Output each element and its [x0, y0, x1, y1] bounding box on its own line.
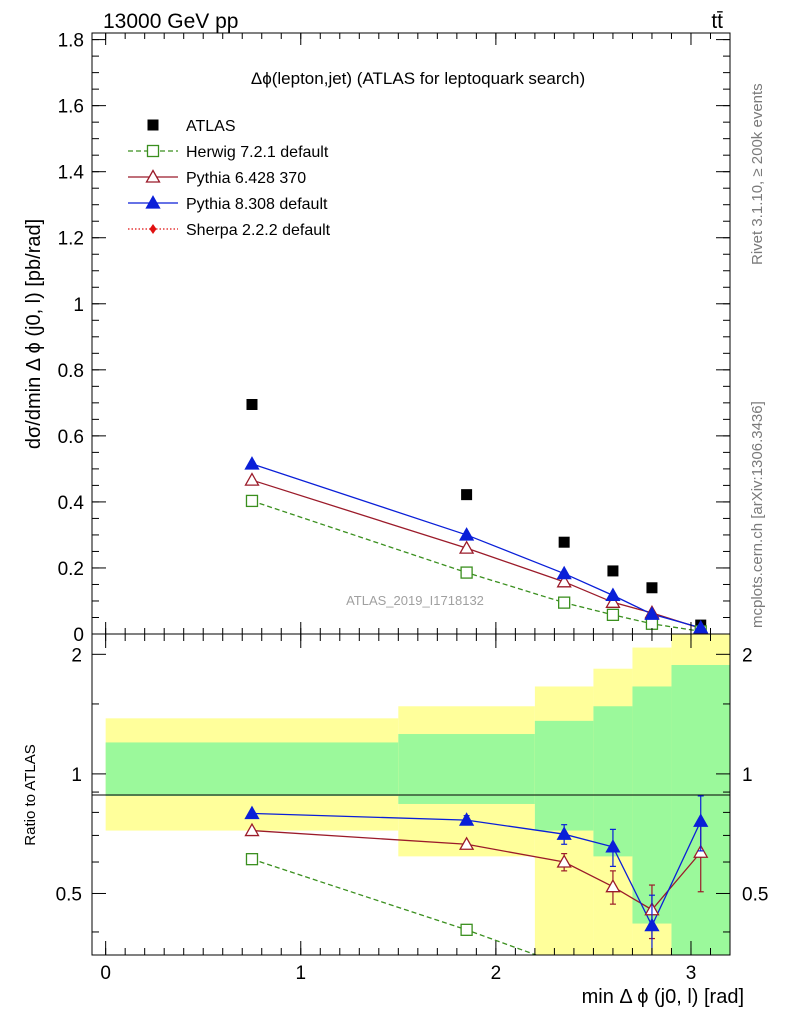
main-y-tick-label: 0.6 — [58, 427, 84, 448]
pythia6-point — [458, 540, 475, 554]
pythia8-point — [693, 619, 709, 634]
main-y-tick-label: 0.8 — [58, 361, 84, 382]
ratio-pythia8-point — [244, 805, 260, 820]
ratio-y-tick-label-right: 2 — [742, 645, 753, 666]
ratio-herwig-line — [251, 858, 539, 955]
legend-herwig-label: Herwig 7.2.1 default — [186, 144, 329, 161]
herwig-point — [460, 566, 473, 579]
pythia8-line — [251, 463, 701, 629]
main-series-markers — [244, 398, 709, 638]
ratio-pythia6-line — [251, 829, 702, 911]
pythia6-point — [244, 472, 260, 486]
x-tick-label: 0 — [100, 963, 111, 984]
atlas-point — [461, 489, 473, 501]
main-y-tick-label: 1.8 — [58, 31, 84, 52]
ratio-axes: 0.5 0.5 1 1 2 2 0 1 2 3 — [56, 634, 768, 984]
legend-pythia8-marker — [145, 195, 161, 209]
ratio-plot-frame — [91, 633, 731, 956]
ratio-pythia6-point — [244, 822, 260, 837]
legend-atlas-marker — [147, 119, 159, 131]
ratio-y-tick-label-right: 1 — [742, 765, 753, 786]
legend-pythia8-label: Pythia 8.308 default — [186, 196, 328, 213]
legend-sherpa-marker — [149, 224, 157, 234]
main-y-tick-label: 1 — [73, 295, 84, 316]
ratio-pythia8-point — [644, 917, 660, 932]
legend-pythia6-label: Pythia 6.428 370 — [186, 170, 306, 187]
ratio-pythia8-point — [605, 839, 621, 853]
rivet-label: Rivet 3.1.10, ≥ 200k events — [749, 83, 766, 265]
ratio-herwig-point — [460, 923, 473, 936]
ratio-band-inner — [632, 686, 672, 924]
ratio-y-tick-label: 2 — [71, 645, 82, 666]
main-series-lines — [251, 463, 701, 633]
energy-label: 13000 GeV pp — [103, 10, 238, 33]
ratio-band-inner — [398, 734, 535, 804]
ratio-band-inner — [105, 742, 399, 796]
ratio-pythia8-point — [458, 812, 475, 826]
pythia8-point — [556, 565, 572, 580]
atlas-point — [607, 565, 619, 577]
herwig-point — [558, 596, 571, 609]
x-tick-label: 2 — [491, 963, 502, 984]
pythia8-point — [244, 456, 260, 470]
legend: ATLAS Herwig 7.2.1 default Pythia 6.428 37… — [128, 118, 331, 239]
legend-sherpa-label: Sherpa 2.2.2 default — [186, 222, 331, 239]
main-title: Δϕ(lepton,jet) (ATLAS for leptoquark sea… — [251, 69, 585, 88]
main-y-tick-label: 0.4 — [58, 493, 85, 514]
ratio-band-inner — [534, 720, 594, 831]
ratio-herwig-point — [559, 960, 570, 971]
ratio-herwig-point — [245, 853, 259, 866]
ratio-pythia8-point — [693, 813, 709, 827]
atlas-point — [558, 536, 570, 548]
atlas-point — [246, 398, 258, 410]
ratio-series-markers — [244, 795, 709, 971]
main-y-tick-label: 1.4 — [58, 163, 85, 184]
pythia8-point — [605, 587, 621, 602]
atlas-point — [646, 582, 658, 594]
herwig-point — [245, 494, 259, 508]
x-axis-label: min Δ ϕ (j0, l) [rad] — [582, 986, 744, 1008]
legend-pythia6-marker — [145, 169, 161, 183]
ratio-y-tick-label: 0.5 — [56, 884, 82, 905]
main-y-tick-label: 0.2 — [58, 559, 84, 580]
x-tick-label: 1 — [295, 963, 306, 984]
pythia6-point — [605, 594, 621, 608]
analysis-watermark: ATLAS_2019_I1718132 — [346, 593, 484, 608]
main-y-tick-label: 0 — [73, 625, 84, 646]
herwig-point — [645, 617, 659, 630]
ratio-pythia8-point — [556, 826, 572, 840]
main-axes: 0 0.2 0.4 0.6 0.8 1 1.2 1.4 1.6 1.8 — [58, 31, 731, 646]
legend-herwig-marker — [146, 144, 160, 158]
ratio-y-tick-label: 1 — [71, 765, 82, 786]
legend-atlas-label: ATLAS — [186, 118, 236, 135]
ratio-pythia8-line — [251, 812, 702, 928]
herwig-line — [251, 500, 701, 633]
main-y-tick-label: 1.2 — [58, 229, 84, 250]
process-label: tt̄ — [711, 10, 723, 33]
x-tick-label: 3 — [686, 963, 697, 984]
pythia6-line — [251, 479, 701, 630]
main-y-tick-label: 1.6 — [58, 97, 84, 118]
pythia8-point — [458, 527, 475, 541]
herwig-point — [606, 608, 620, 621]
ratio-y-axis-label: Ratio to ATLAS — [22, 744, 39, 845]
mcplots-label: mcplots.cern.ch [arXiv:1306.3436] — [749, 401, 766, 628]
ratio-pythia6-point — [605, 878, 621, 893]
main-y-axis-label: dσ/dmin Δ ϕ (j0, l) [pb/rad] — [23, 219, 45, 449]
ratio-y-tick-label-right: 0.5 — [742, 884, 768, 905]
ratio-pythia6-point — [693, 844, 709, 858]
pythia8-point — [644, 606, 660, 620]
pythia6-point — [556, 574, 572, 588]
ratio-pythia6-point — [556, 854, 572, 868]
ratio-pythia6-point — [458, 836, 475, 850]
ratio-uncertainty-bands — [105, 634, 730, 955]
